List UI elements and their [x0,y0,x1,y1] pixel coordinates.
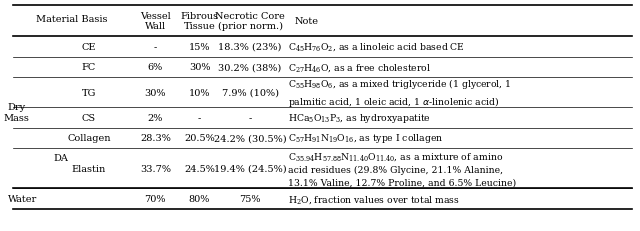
Text: Collagen: Collagen [67,134,111,143]
Text: 80%: 80% [189,194,211,203]
Text: Fibrous
Tissue: Fibrous Tissue [180,12,219,31]
Text: 15%: 15% [189,43,211,52]
Text: TG: TG [82,88,96,97]
Text: $\mathregular{C_{45}H_{76}O_2}$, as a linoleic acid based CE: $\mathregular{C_{45}H_{76}O_2}$, as a li… [288,41,465,53]
Text: Dry
Mass: Dry Mass [3,103,29,122]
Text: CS: CS [82,113,96,122]
Text: $\mathregular{C_{55}H_{98}O_6}$, as a mixed triglyceride (1 glycerol, 1
palmitic: $\mathregular{C_{55}H_{98}O_6}$, as a mi… [288,77,511,109]
Text: 10%: 10% [189,88,211,97]
Text: 24.2% (30.5%): 24.2% (30.5%) [214,134,287,143]
Text: Necrotic Core
(prior norm.): Necrotic Core (prior norm.) [215,12,285,31]
Text: $\mathregular{C_{35.94}H_{57.88}N_{11.40}O_{11.40}}$, as a mixture of amino
acid: $\mathregular{C_{35.94}H_{57.88}N_{11.40… [288,151,516,186]
Text: 19.4% (24.5%): 19.4% (24.5%) [214,164,287,173]
Text: 30%: 30% [145,88,166,97]
Text: 75%: 75% [239,194,261,203]
Text: CE: CE [82,43,96,52]
Text: Note: Note [294,17,318,26]
Text: $\mathregular{HCa_5O_{13}P_3}$, as hydroxyapatite: $\mathregular{HCa_5O_{13}P_3}$, as hydro… [288,111,431,124]
Text: Water: Water [8,194,37,203]
Text: 28.3%: 28.3% [140,134,171,143]
Text: -: - [198,113,201,122]
Text: 2%: 2% [148,113,163,122]
Text: Vessel
Wall: Vessel Wall [140,12,171,31]
Text: Material Basis: Material Basis [36,15,108,24]
Text: 20.5%: 20.5% [184,134,215,143]
Text: 30.2% (38%): 30.2% (38%) [218,63,282,72]
Text: FC: FC [82,63,96,72]
Text: -: - [154,43,157,52]
Text: 70%: 70% [145,194,166,203]
Text: 7.9% (10%): 7.9% (10%) [221,88,278,97]
Text: DA: DA [53,154,68,163]
Text: $\mathregular{H_2O}$, fraction values over total mass: $\mathregular{H_2O}$, fraction values ov… [288,193,460,205]
Text: 18.3% (23%): 18.3% (23%) [218,43,282,52]
Text: $\mathregular{C_{57}H_{91}N_{19}O_{16}}$, as type I collagen: $\mathregular{C_{57}H_{91}N_{19}O_{16}}$… [288,132,444,145]
Text: 24.5%: 24.5% [184,164,215,173]
Text: -: - [248,113,252,122]
Text: 30%: 30% [189,63,211,72]
Text: Elastin: Elastin [72,164,106,173]
Text: $\mathregular{C_{27}H_{46}O}$, as a free cholesterol: $\mathregular{C_{27}H_{46}O}$, as a free… [288,62,431,73]
Text: 6%: 6% [148,63,163,72]
Text: 33.7%: 33.7% [140,164,171,173]
